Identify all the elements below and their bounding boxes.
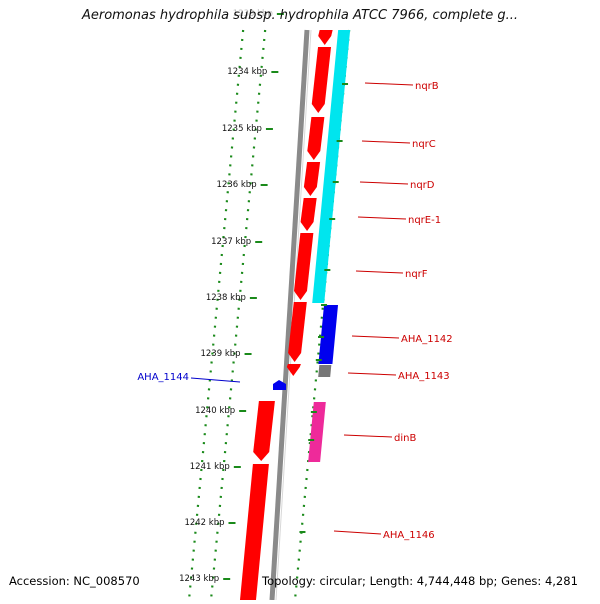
- cds-arrow[interactable]: [286, 364, 301, 376]
- ruler-tick-label: 1236 kbp: [217, 180, 257, 190]
- right-guide: [293, 29, 351, 601]
- topology-text: Topology: circular; Length: 4,744,448 bp…: [262, 574, 578, 588]
- gene-label[interactable]: nqrD: [410, 180, 435, 191]
- cog-strip-grey[interactable]: [318, 365, 332, 377]
- label-leader-line: [351, 335, 400, 339]
- gene-label[interactable]: AHA_1144: [137, 372, 189, 383]
- ruler-tick-label: 1237 kbp: [211, 237, 251, 247]
- feature-aha-1144[interactable]: [273, 380, 286, 390]
- cds-arrow[interactable]: [288, 302, 307, 362]
- gene-label[interactable]: AHA_1142: [401, 334, 453, 345]
- label-leader-line: [343, 434, 393, 438]
- label-leader-line: [357, 216, 407, 220]
- backbone-line: [269, 29, 310, 601]
- ruler-tick-label: 1240 kbp: [195, 406, 235, 416]
- ruler-layer: 1233 kbp 1234 kbp 1235 kbp 1236 kbp 1237 kbp…: [179, 9, 349, 584]
- label-leader-line: [190, 377, 241, 383]
- label-leader-line: [355, 270, 404, 274]
- ruler-tick-label: 1234 kbp: [227, 67, 267, 77]
- cog-strip-magenta[interactable]: [308, 402, 326, 462]
- cds-arrow[interactable]: [294, 233, 314, 300]
- gene-label[interactable]: dinB: [394, 433, 416, 444]
- label-leader-line: [347, 372, 397, 376]
- ruler-tick-label: 1233 kbp: [233, 9, 273, 19]
- ruler-tick-label: 1241 kbp: [190, 462, 230, 472]
- cog-strip-blue[interactable]: [318, 305, 339, 364]
- ruler-tick-label: 1235 kbp: [222, 124, 262, 134]
- cds-arrow[interactable]: [311, 47, 332, 113]
- cds-arrow[interactable]: [300, 198, 317, 231]
- left-guide: [209, 29, 267, 601]
- label-leader-line: [359, 181, 409, 185]
- label-leader-line: [333, 530, 382, 535]
- label-leader-line: [361, 140, 411, 144]
- ruler-tick-label: 1239 kbp: [200, 349, 240, 359]
- cds-arrow[interactable]: [303, 162, 321, 196]
- cds-arrow[interactable]: [307, 117, 325, 160]
- page-title: Aeromonas hydrophila subsp. hydrophila A…: [81, 8, 519, 23]
- cds-arrow[interactable]: [240, 464, 269, 600]
- cds-arrow[interactable]: [253, 401, 275, 461]
- ruler-tick-label: 1242 kbp: [184, 518, 224, 528]
- mid-guide: [187, 29, 245, 601]
- gene-label[interactable]: AHA_1146: [383, 530, 435, 541]
- gene-label-layer: nqrB nqrC nqrD nqrE-1 nqrF AHA_1142 AHA_1143di…: [137, 81, 452, 541]
- gene-label[interactable]: nqrE-1: [408, 215, 441, 226]
- ruler-tick-label: 1243 kbp: [179, 574, 219, 584]
- gene-label[interactable]: AHA_1143: [398, 371, 450, 382]
- ruler-tick-label: 1238 kbp: [206, 293, 246, 303]
- cds-arrow[interactable]: [318, 30, 333, 45]
- gene-label[interactable]: nqrC: [412, 139, 436, 150]
- feature-layer: [240, 30, 351, 600]
- cog-strip-cyan[interactable]: [312, 30, 351, 303]
- gene-label[interactable]: nqrF: [405, 269, 428, 280]
- label-leader-line: [364, 82, 414, 86]
- dotted-guide-layer: [187, 29, 351, 601]
- accession-text: Accession: NC_008570: [9, 574, 140, 588]
- gene-label[interactable]: nqrB: [415, 81, 439, 92]
